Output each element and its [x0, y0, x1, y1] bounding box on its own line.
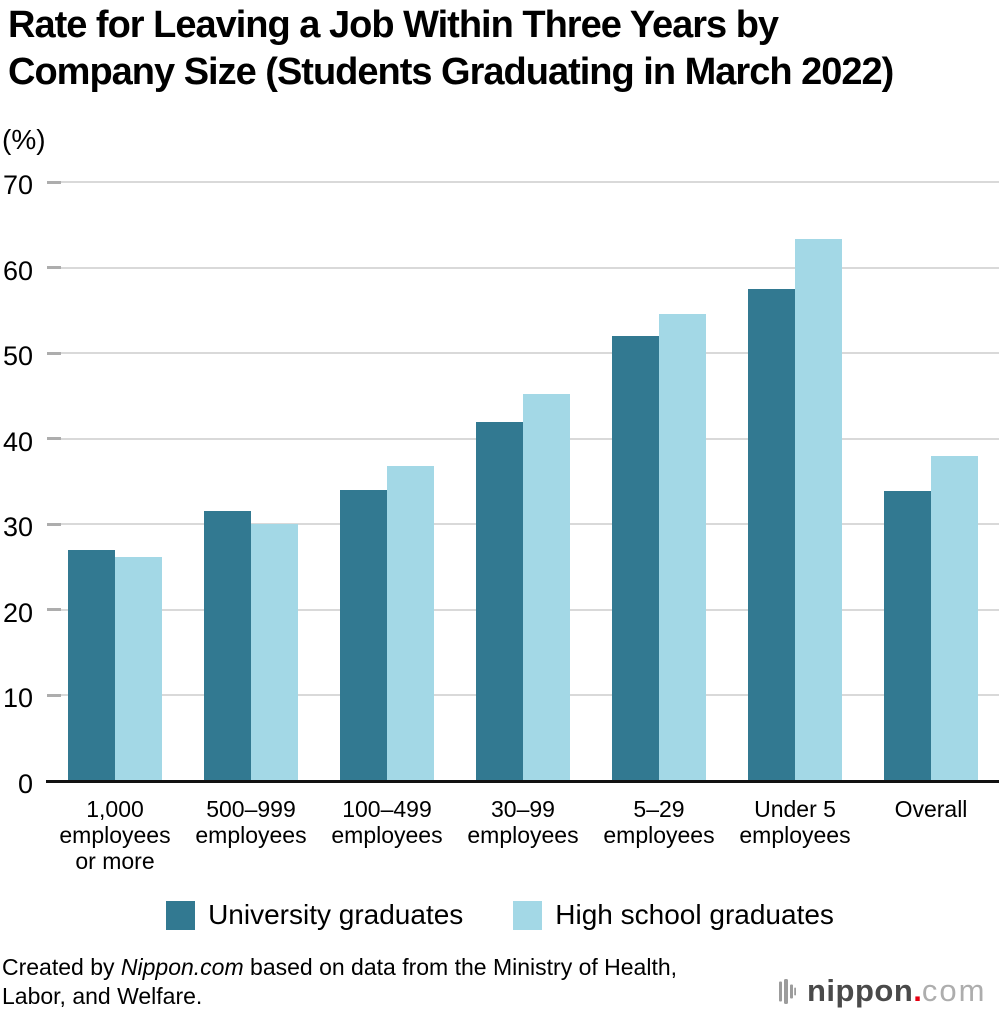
bar-high-school-group-7	[931, 455, 978, 781]
x-axis-line	[46, 780, 999, 783]
y-axis-tick-70	[47, 180, 61, 184]
x-axis-label-6: Under 5 employees	[739, 796, 851, 848]
bar-high-school-group-2	[251, 524, 298, 781]
page-title-line-1: Rate for Leaving a Job Within Three Year…	[8, 4, 779, 46]
bar-high-school-group-3	[387, 466, 434, 781]
y-axis-tick-50	[47, 351, 61, 355]
x-axis-label-7: Overall	[894, 796, 968, 822]
y-axis-unit-label: (%)	[2, 124, 46, 155]
x-axis-label-5: 5–29 employees	[603, 796, 715, 848]
x-axis-label-2: 500–999 employees	[195, 796, 307, 848]
bar-high-school-group-4	[523, 394, 570, 781]
y-axis-tick-10	[47, 693, 61, 697]
y-axis-tick-label-10: 10	[2, 683, 33, 714]
nippon-logo-domain: com	[921, 973, 987, 1008]
bar-high-school-group-1	[115, 556, 162, 781]
source-note-line-2: Labor, and Welfare.	[2, 983, 203, 1009]
x-axis-label-3: 100–499 employees	[331, 796, 443, 848]
bar-university-group-6	[748, 288, 795, 781]
bar-high-school-group-6	[795, 239, 842, 781]
source-note-line-1: Created by Nippon.com based on data from…	[2, 953, 677, 982]
x-axis-label-4: 30–99 employees	[467, 796, 579, 848]
nippon-logo-wordmark: nippon	[807, 973, 914, 1008]
y-axis-tick-label-50: 50	[2, 341, 33, 372]
gridline-60	[47, 266, 999, 269]
x-axis-label-1: 1,000 employees or more	[59, 796, 171, 874]
y-axis-tick-20	[47, 608, 61, 612]
legend-swatch-high-school	[513, 900, 543, 930]
y-axis-tick-label-70: 70	[2, 170, 33, 200]
legend-item-university: University graduates	[166, 899, 463, 931]
nippon-logo-dot: .	[913, 973, 922, 1008]
source-note-text-post: based on data from the Ministry of Healt…	[243, 954, 678, 980]
y-axis-tick-30	[47, 522, 61, 526]
nippon-logo: nippon.com	[779, 972, 987, 1010]
bar-high-school-group-5	[659, 313, 706, 781]
y-axis-tick-40	[47, 437, 61, 441]
bar-university-group-5	[612, 336, 659, 781]
source-note-text-pre: Created by	[2, 954, 121, 980]
source-note: Created by Nippon.com based on data from…	[2, 953, 677, 1011]
y-axis-tick-label-40: 40	[2, 426, 33, 457]
page-title: Rate for Leaving a Job Within Three Year…	[8, 2, 894, 96]
chart-legend: University graduates High school graduate…	[0, 899, 1000, 931]
bar-university-group-3	[340, 490, 387, 781]
y-axis-tick-label-20: 20	[2, 597, 33, 628]
legend-item-high-school: High school graduates	[513, 899, 834, 931]
gridline-50	[47, 352, 999, 355]
y-axis-tick-60	[47, 266, 61, 270]
bar-university-group-7	[884, 490, 931, 781]
gridline-70	[47, 181, 999, 183]
legend-label-university: University graduates	[208, 899, 464, 930]
y-axis-tick-label-30: 30	[2, 512, 33, 543]
legend-label-high-school: High school graduates	[555, 899, 834, 930]
y-axis-tick-label-0: 0	[17, 769, 33, 799]
bar-university-group-2	[204, 510, 251, 781]
page-title-line-2: Company Size (Students Graduating in Mar…	[8, 51, 894, 93]
y-axis-tick-label-60: 60	[2, 255, 33, 286]
bar-university-group-4	[476, 422, 523, 781]
bar-university-group-1	[68, 549, 115, 781]
legend-swatch-university	[166, 900, 196, 930]
source-note-sitename: Nippon.com	[120, 954, 244, 980]
soundwave-bars-icon	[779, 978, 796, 1004]
